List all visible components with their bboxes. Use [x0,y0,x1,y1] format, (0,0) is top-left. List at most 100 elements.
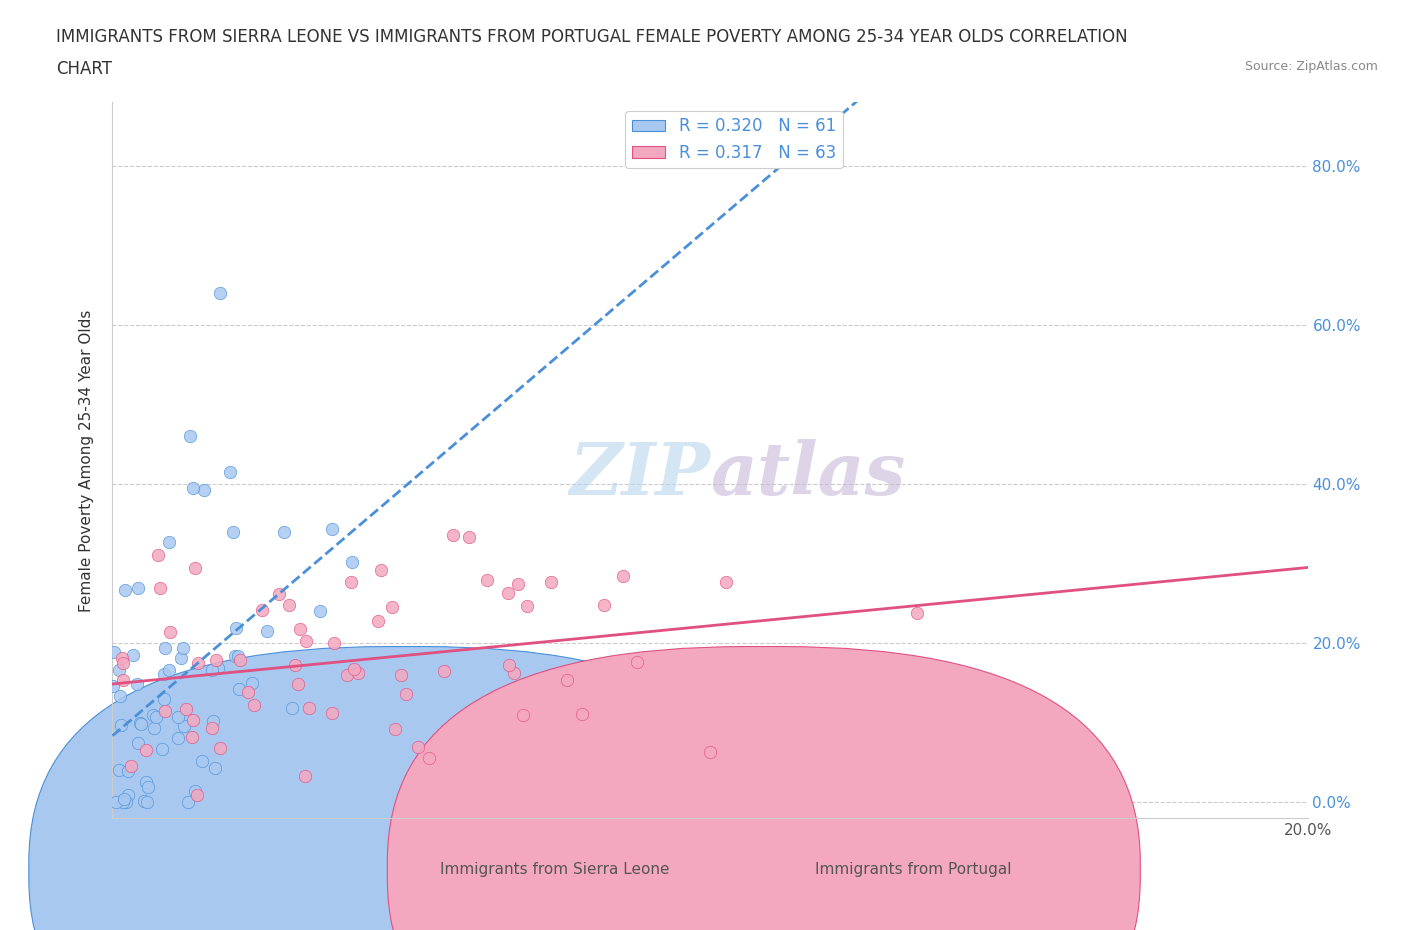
Point [170,651,193,666]
Point [111,650,134,665]
Point [179,429,201,444]
Point [142,708,165,723]
Point [571,707,593,722]
Point [114,582,136,597]
Point [288,621,311,636]
Point [475,573,498,588]
Text: IMMIGRANTS FROM SIERRA LEONE VS IMMIGRANTS FROM PORTUGAL FEMALE POVERTY AMONG 25: IMMIGRANTS FROM SIERRA LEONE VS IMMIGRAN… [56,28,1128,46]
Point [150,741,173,756]
Point [284,658,307,672]
Point [129,717,152,732]
Point [229,653,252,668]
Point [187,656,209,671]
Point [267,587,290,602]
Point [557,672,579,687]
Point [166,710,188,724]
Point [540,575,562,590]
Point [117,788,139,803]
Text: ZIP: ZIP [569,439,710,511]
Point [111,656,134,671]
Point [157,534,180,549]
Point [112,791,135,806]
Point [172,640,194,655]
Point [395,686,418,701]
Point [155,641,177,656]
Point [120,759,142,774]
Point [202,714,225,729]
Point [321,522,343,537]
Point [104,795,127,810]
Point [208,740,231,755]
Point [512,708,534,723]
Point [273,525,295,540]
Point [457,529,479,544]
Point [153,667,176,682]
Point [155,704,177,719]
Point [103,644,125,659]
Point [340,575,363,590]
Point [370,563,392,578]
Text: Immigrants from Sierra Leone: Immigrants from Sierra Leone [440,862,669,878]
Point [127,736,149,751]
Point [242,698,264,712]
Point [336,668,359,683]
FancyBboxPatch shape [388,646,1140,930]
Point [201,721,224,736]
Point [340,555,363,570]
Point [294,768,316,783]
Point [181,712,204,727]
Point [418,751,440,765]
Point [250,602,273,617]
Point [287,677,309,692]
Y-axis label: Female Poverty Among 25-34 Year Olds: Female Poverty Among 25-34 Year Olds [79,309,94,612]
Point [173,719,195,734]
Point [177,795,200,810]
Legend: R = 0.320   N = 61, R = 0.317   N = 63: R = 0.320 N = 61, R = 0.317 N = 63 [626,111,842,168]
Point [384,722,406,737]
Point [117,764,139,778]
Point [207,661,229,676]
Point [135,743,157,758]
Point [256,624,278,639]
Point [153,691,176,706]
Point [136,795,159,810]
Point [240,675,263,690]
Point [218,464,240,479]
Point [132,793,155,808]
Point [145,710,167,724]
Point [191,754,214,769]
Point [714,575,737,590]
Point [612,569,634,584]
Point [204,761,226,776]
Text: Immigrants from Portugal: Immigrants from Portugal [815,862,1011,878]
Point [108,663,131,678]
Point [127,580,149,595]
Point [221,525,243,539]
Point [699,744,721,759]
Point [323,635,346,650]
Point [114,795,136,810]
Point [626,654,648,669]
Point [346,666,368,681]
Point [186,788,208,803]
Point [108,688,131,703]
Point [143,721,166,736]
Point [433,663,456,678]
Point [308,604,330,618]
Point [112,795,135,810]
Point [408,739,430,754]
Point [193,483,215,498]
Point [228,682,250,697]
Point [367,613,389,628]
Point [321,706,343,721]
Text: Source: ZipAtlas.com: Source: ZipAtlas.com [1244,60,1378,73]
Point [593,597,616,612]
Point [905,605,928,620]
Point [159,624,181,639]
Point [174,701,197,716]
Point [224,648,246,663]
Point [209,286,232,300]
Point [167,730,190,745]
Point [516,598,538,613]
Point [136,779,159,794]
